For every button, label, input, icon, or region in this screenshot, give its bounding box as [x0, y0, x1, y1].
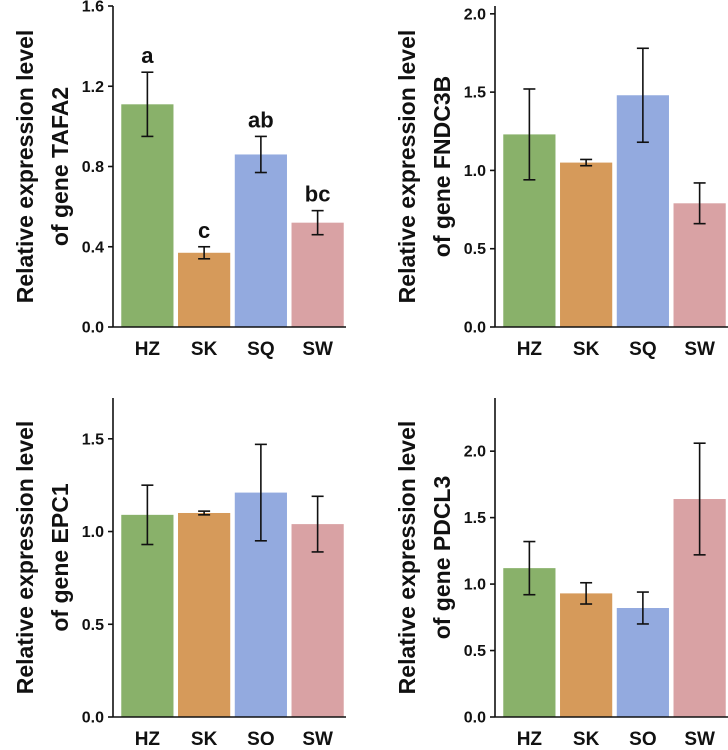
error-bar-sk: [580, 158, 593, 167]
y-tick-label: 1.2: [82, 79, 104, 96]
x-tick-label-sw: SW: [684, 729, 715, 745]
x-tick-label-sw: SW: [302, 729, 333, 745]
bar-sk: [178, 512, 231, 717]
x-tick-label-sk: SK: [573, 339, 600, 360]
y-tick-label: 0.5: [464, 241, 486, 258]
y-tick-label: 0.5: [82, 617, 104, 634]
error-bar-sq: [636, 47, 649, 144]
y-axis-label-line1: Relative expression level: [394, 421, 420, 695]
y-axis-label-line1: Relative expression level: [12, 421, 38, 695]
x-tick-label-sk: SK: [191, 729, 218, 745]
bar-sk: [560, 162, 613, 327]
chart-panel-4: HZ SK SQ SW 0.0 0.5 1.0 1.5 2.0 Relative expressi…: [394, 398, 728, 750]
y-tick-label: 1.6: [82, 0, 104, 16]
error-bar-sk: [198, 510, 211, 516]
y-axis-label-line2: of gene TAFA2: [47, 87, 73, 246]
x-tick-label-sq: SQ: [247, 339, 274, 360]
error-bar-hz: [523, 88, 536, 181]
y-tick-label: 1.0: [82, 524, 104, 541]
x-tick-label-sq: SQ: [629, 729, 656, 745]
error-bar-sw: [311, 495, 324, 553]
significance-label-hz: a: [141, 43, 154, 68]
bar-sk: [178, 252, 231, 327]
y-tick-label: 1.0: [464, 577, 486, 594]
error-bar-sw: [311, 209, 324, 236]
y-axis-label-line1: Relative expression level: [394, 30, 420, 304]
chart-panel-2: HZ SK SQ SW 0.0 0.5 1.0 1.5 2.0 Relative expressi…: [394, 6, 728, 360]
y-tick-label: 0.0: [82, 320, 104, 337]
error-bar-sq: [254, 135, 267, 174]
significance-label-sk: c: [198, 218, 210, 243]
bar-hz: [121, 104, 174, 328]
error-bar-sq: [254, 443, 267, 542]
error-bar-hz: [141, 71, 154, 138]
chart-panel-3: HZ SK SQ SW 0.0 0.5 1.0 1.5 Relative expression …: [12, 398, 346, 750]
x-tick-label-hz: HZ: [517, 729, 543, 745]
y-tick-label: 0.0: [464, 710, 486, 727]
y-tick-label: 0.8: [82, 159, 104, 176]
error-bar-sw: [693, 182, 706, 225]
bar-sw: [291, 524, 344, 717]
bar-sk: [560, 593, 613, 717]
error-bar-sq: [636, 591, 649, 625]
bar-sq: [234, 154, 287, 327]
significance-label-sw: bc: [305, 182, 331, 207]
x-tick-label-hz: HZ: [135, 729, 161, 745]
x-tick-label-hz: HZ: [517, 339, 543, 360]
y-tick-label: 0.5: [464, 643, 486, 660]
x-tick-label-sk: SK: [191, 339, 218, 360]
y-tick-label: 1.5: [82, 431, 104, 448]
bar-sw: [291, 222, 344, 327]
y-tick-label: 2.0: [464, 6, 486, 23]
x-tick-label-sq: SQ: [247, 729, 274, 745]
y-tick-label: 0.4: [82, 239, 104, 256]
bar-sq: [616, 608, 669, 717]
y-tick-label: 1.5: [464, 85, 486, 102]
x-tick-label-sq: SQ: [629, 339, 656, 360]
y-tick-label: 2.0: [464, 444, 486, 461]
y-axis-label-line2: of gene EPC1: [47, 483, 73, 631]
error-bar-sw: [693, 442, 706, 556]
error-bar-hz: [523, 540, 536, 596]
y-axis-label-line1: Relative expression level: [12, 30, 38, 304]
y-tick-label: 0.0: [82, 710, 104, 727]
x-tick-label-hz: HZ: [135, 339, 161, 360]
error-bar-sk: [580, 581, 593, 605]
error-bar-sk: [198, 245, 211, 260]
y-axis-label-line2: of gene PDCL3: [429, 476, 455, 640]
y-tick-label: 1.0: [464, 163, 486, 180]
x-tick-label-sw: SW: [302, 339, 333, 360]
chart-panel-1: HZ a SK c SQ ab SW bc 0.0 0.4 0.8 1.2 1.6 Relative ex…: [12, 0, 346, 360]
y-tick-label: 1.5: [464, 510, 486, 527]
y-axis-label-line2: of gene FNDC3B: [429, 76, 455, 257]
significance-label-sq: ab: [248, 107, 274, 132]
x-tick-label-sk: SK: [573, 729, 600, 745]
y-tick-label: 0.0: [464, 320, 486, 337]
bar-hz: [121, 514, 174, 717]
x-tick-label-sw: SW: [684, 339, 715, 360]
error-bar-hz: [141, 484, 154, 546]
